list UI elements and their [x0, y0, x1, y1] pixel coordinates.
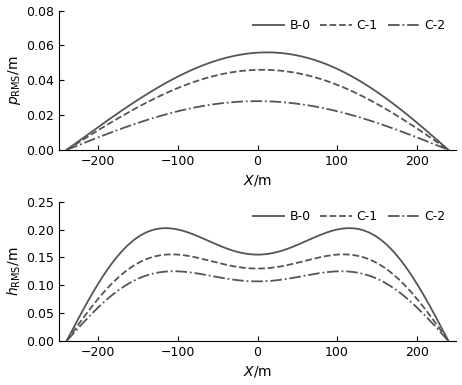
- C-2: [435, 143, 440, 148]
- Line: C-2: C-2: [67, 101, 449, 150]
- B-0: [446, 147, 451, 152]
- C-1: [446, 339, 451, 343]
- C-2: [435, 326, 440, 331]
- Line: C-1: C-1: [67, 254, 449, 341]
- B-0: [264, 50, 270, 55]
- C-1: [435, 323, 440, 328]
- C-1: [435, 323, 440, 328]
- C-2: [435, 326, 440, 331]
- C-1: [83, 136, 89, 140]
- C-2: [83, 317, 89, 322]
- C-1: [446, 147, 451, 152]
- C-2: [365, 117, 370, 122]
- B-0: [64, 339, 69, 343]
- C-1: [249, 68, 255, 72]
- B-0: [435, 138, 440, 142]
- Legend: B-0, C-1, C-2: B-0, C-1, C-2: [248, 205, 450, 228]
- C-2: [365, 273, 370, 278]
- Y-axis label: $h_{\mathrm{RMS}}$/m: $h_{\mathrm{RMS}}$/m: [6, 247, 23, 296]
- C-1: [365, 96, 370, 101]
- X-axis label: $X$/m: $X$/m: [243, 173, 272, 188]
- C-2: [64, 339, 69, 343]
- C-1: [365, 256, 370, 261]
- C-1: [249, 266, 255, 271]
- C-1: [435, 140, 440, 145]
- B-0: [446, 339, 451, 343]
- C-2: [249, 279, 255, 284]
- Line: B-0: B-0: [67, 228, 449, 341]
- B-0: [163, 226, 169, 231]
- B-0: [365, 84, 370, 88]
- B-0: [365, 229, 370, 234]
- C-1: [435, 140, 440, 145]
- C-1: [260, 67, 265, 72]
- B-0: [240, 251, 245, 255]
- Line: C-2: C-2: [67, 271, 449, 341]
- Legend: B-0, C-1, C-2: B-0, C-1, C-2: [248, 14, 450, 37]
- C-1: [240, 265, 245, 270]
- Y-axis label: $p_{\mathrm{RMS}}$/m: $p_{\mathrm{RMS}}$/m: [6, 55, 23, 105]
- B-0: [83, 134, 89, 138]
- C-1: [169, 252, 175, 257]
- C-1: [64, 339, 69, 343]
- B-0: [435, 318, 440, 323]
- C-2: [435, 143, 440, 148]
- C-2: [83, 140, 89, 144]
- B-0: [435, 318, 440, 322]
- B-0: [249, 252, 255, 257]
- B-0: [64, 147, 69, 152]
- C-2: [64, 147, 69, 152]
- C-2: [446, 147, 451, 152]
- C-2: [171, 269, 176, 274]
- C-2: [240, 278, 245, 283]
- C-1: [239, 69, 245, 73]
- C-2: [255, 99, 260, 104]
- C-2: [239, 99, 245, 104]
- B-0: [239, 52, 245, 57]
- Line: B-0: B-0: [67, 52, 449, 150]
- C-2: [446, 339, 451, 343]
- B-0: [435, 138, 440, 143]
- C-1: [64, 147, 69, 152]
- B-0: [249, 51, 255, 55]
- B-0: [83, 302, 89, 307]
- Line: C-1: C-1: [67, 70, 449, 150]
- X-axis label: $X$/m: $X$/m: [243, 365, 272, 380]
- C-1: [83, 312, 89, 316]
- C-2: [249, 99, 255, 104]
